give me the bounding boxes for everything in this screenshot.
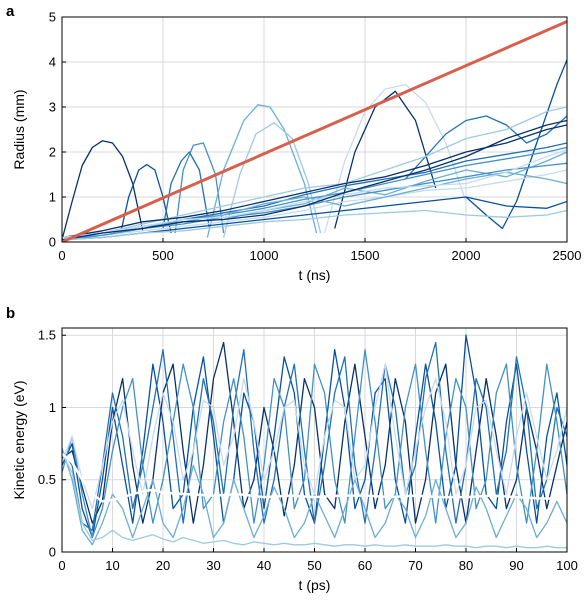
panel-a-ylabel: Radius (mm) xyxy=(11,89,27,169)
panel-a-series-9 xyxy=(404,115,567,180)
panel-a-reference-line xyxy=(62,20,567,242)
panel-b-series-6 xyxy=(62,363,567,510)
panel-b-ylabel: Kinetic energy (eV) xyxy=(11,380,27,499)
panel-b-ytick-label-1: 0.5 xyxy=(38,472,56,487)
panel-a-xlabel: t (ns) xyxy=(299,267,331,283)
panel-b-xtick-label-4: 40 xyxy=(257,558,271,573)
panel-b-xtick-label-0: 0 xyxy=(58,558,65,573)
panel-a-series-8 xyxy=(465,59,567,230)
panel-a-xtick-label-4: 2000 xyxy=(452,248,481,263)
panel-a-series-12 xyxy=(62,106,567,239)
panel-a-ytick-label-3: 3 xyxy=(49,100,56,115)
panel-a-series-4 xyxy=(206,104,318,238)
panel-a-letter: a xyxy=(6,3,15,20)
panel-b-ytick-label-3: 1.5 xyxy=(38,328,56,343)
panel-a-series-14 xyxy=(62,124,567,239)
panel-b-mean-line xyxy=(62,452,567,503)
panel-a-axes-frame xyxy=(61,16,568,243)
panel-a-series-19 xyxy=(62,209,567,241)
panel-a-ytick-label-4: 4 xyxy=(49,55,56,70)
panel-a-series-7 xyxy=(334,90,437,229)
panel-a-series-0 xyxy=(62,140,144,240)
panel-b-xtick-label-9: 90 xyxy=(509,558,523,573)
panel-b-ytick-label-2: 1 xyxy=(49,400,56,415)
panel-a-series-5 xyxy=(222,122,322,238)
panel-b-xtick-label-10: 100 xyxy=(556,558,578,573)
panel-b-xtick-label-3: 30 xyxy=(206,558,220,573)
panel-a-xtick-label-5: 2500 xyxy=(553,248,582,263)
panel-b-xtick-label-8: 80 xyxy=(459,558,473,573)
panel-b-xtick-label-2: 20 xyxy=(156,558,170,573)
panel-a-series-20 xyxy=(62,149,567,239)
panel-a-ytick-label-2: 2 xyxy=(49,145,56,160)
panel-b-xtick-label-1: 10 xyxy=(105,558,119,573)
panel-b-xtick-label-6: 60 xyxy=(358,558,372,573)
panel-b-xlabel: t (ps) xyxy=(299,577,331,593)
panel-a-xtick-label-2: 1000 xyxy=(250,248,279,263)
panel-b-series-3 xyxy=(62,349,567,539)
panel-a-ytick-label-0: 0 xyxy=(49,235,56,250)
panel-b-xtick-label-7: 70 xyxy=(408,558,422,573)
panel-a-ytick-label-5: 5 xyxy=(49,10,56,25)
panel-a-xtick-label-0: 0 xyxy=(58,248,65,263)
panel-a-series-21 xyxy=(62,119,567,241)
panel-a-xtick-label-1: 500 xyxy=(152,248,174,263)
panel-b-series-2 xyxy=(62,341,567,531)
panel-a-series-6 xyxy=(323,83,467,234)
panel-a-ytick-label-1: 1 xyxy=(49,190,56,205)
panel-a-xtick-label-3: 1500 xyxy=(351,248,380,263)
panel-b-series-5 xyxy=(62,453,567,549)
panel-b-ytick-label-0: 0 xyxy=(49,545,56,560)
panel-b-letter: b xyxy=(6,305,15,322)
panel-b-xtick-label-5: 50 xyxy=(307,558,321,573)
panel-a-series-13 xyxy=(62,169,567,241)
panel-a-series-3 xyxy=(174,142,225,234)
